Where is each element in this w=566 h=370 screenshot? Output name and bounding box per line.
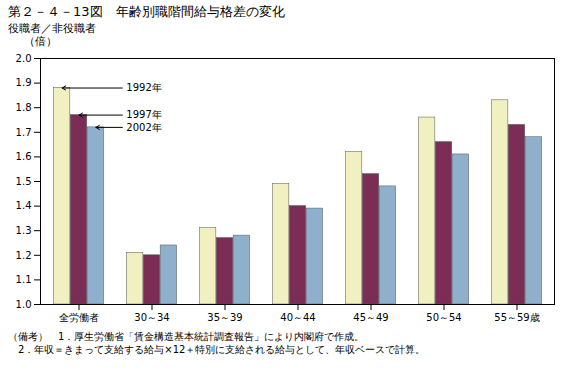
svg-text:1.8: 1.8 [16, 102, 32, 113]
svg-text:1.2: 1.2 [16, 250, 32, 261]
svg-text:35～39: 35～39 [207, 312, 242, 323]
html-text:役職者／非役職者: 役職者／非役職者 [8, 22, 96, 35]
svg-text:1997年: 1997年 [126, 109, 161, 120]
svg-text:50～54: 50～54 [426, 312, 461, 323]
svg-text:2002年: 2002年 [126, 122, 161, 133]
svg-text:45～49: 45～49 [353, 312, 388, 323]
svg-text:2.0: 2.0 [16, 53, 32, 64]
svg-text:1992年: 1992年 [126, 82, 161, 93]
svg-text:1.0: 1.0 [16, 299, 32, 310]
html-text:（備考） 1．厚生労働省「賃金構造基本統計調査報告」により内: （備考） 1．厚生労働省「賃金構造基本統計調査報告」により内閣府で作成。 [8, 331, 365, 342]
svg-text:55～59歳: 55～59歳 [494, 312, 539, 323]
svg-text:1.1: 1.1 [16, 274, 32, 285]
svg-text:1.5: 1.5 [16, 176, 32, 187]
svg-text:1.7: 1.7 [16, 127, 32, 138]
svg-text:40～44: 40～44 [280, 312, 315, 323]
svg-text:1.4: 1.4 [16, 200, 32, 211]
svg-text:1.9: 1.9 [16, 77, 32, 88]
svg-text:全労働者: 全労働者 [59, 312, 99, 323]
svg-text:30～34: 30～34 [134, 312, 169, 323]
svg-text:1.3: 1.3 [16, 225, 32, 236]
html-text:第２－４－13図 年齢別職階間給与格差の変化: 第２－４－13図 年齢別職階間給与格差の変化 [8, 4, 285, 19]
svg-text:1.6: 1.6 [16, 151, 32, 162]
html-text:2．年収＝きまって支給する給与×12＋特別に支給される給与と: 2．年収＝きまって支給する給与×12＋特別に支給される給与として、年収ベースで計… [8, 344, 426, 355]
html-text:（倍）: （倍） [24, 35, 57, 48]
